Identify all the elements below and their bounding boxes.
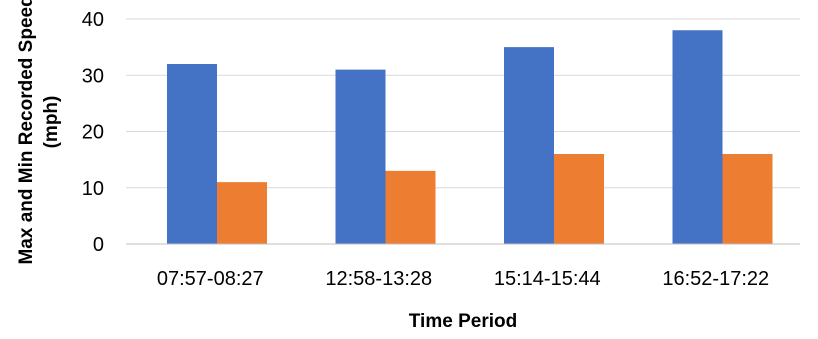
x-axis-title: Time Period xyxy=(409,311,517,332)
y-axis-title: Max and Min Recorded Speeds (mph) xyxy=(16,0,62,265)
x-tick-label: 16:52-17:22 xyxy=(662,268,769,290)
y-tick-label: 20 xyxy=(82,122,104,144)
bar xyxy=(722,154,773,244)
bar xyxy=(504,47,554,244)
bar xyxy=(385,170,436,244)
bar xyxy=(217,182,267,244)
bar xyxy=(335,69,386,244)
x-tick-label: 07:57-08:27 xyxy=(157,268,264,290)
y-tick-label: 0 xyxy=(93,234,104,256)
bar xyxy=(167,64,217,244)
y-axis-title-line-1: Max and Min Recorded Speeds xyxy=(16,0,37,265)
x-tick-label: 15:14-15:44 xyxy=(494,268,601,290)
y-tick-label: 30 xyxy=(82,65,104,87)
y-tick-label: 40 xyxy=(82,9,104,31)
bars xyxy=(167,30,773,244)
y-axis-title-line-2: (mph) xyxy=(41,96,62,149)
bar xyxy=(554,154,604,244)
y-tick-label: 10 xyxy=(82,178,104,200)
y-tick-labels: 0 10 20 30 40 xyxy=(82,9,104,256)
x-tick-labels: 07:57-08:27 12:58-13:28 15:14-15:44 16:52-1… xyxy=(157,268,769,290)
bar xyxy=(672,30,723,244)
x-tick-label: 12:58-13:28 xyxy=(325,268,432,290)
